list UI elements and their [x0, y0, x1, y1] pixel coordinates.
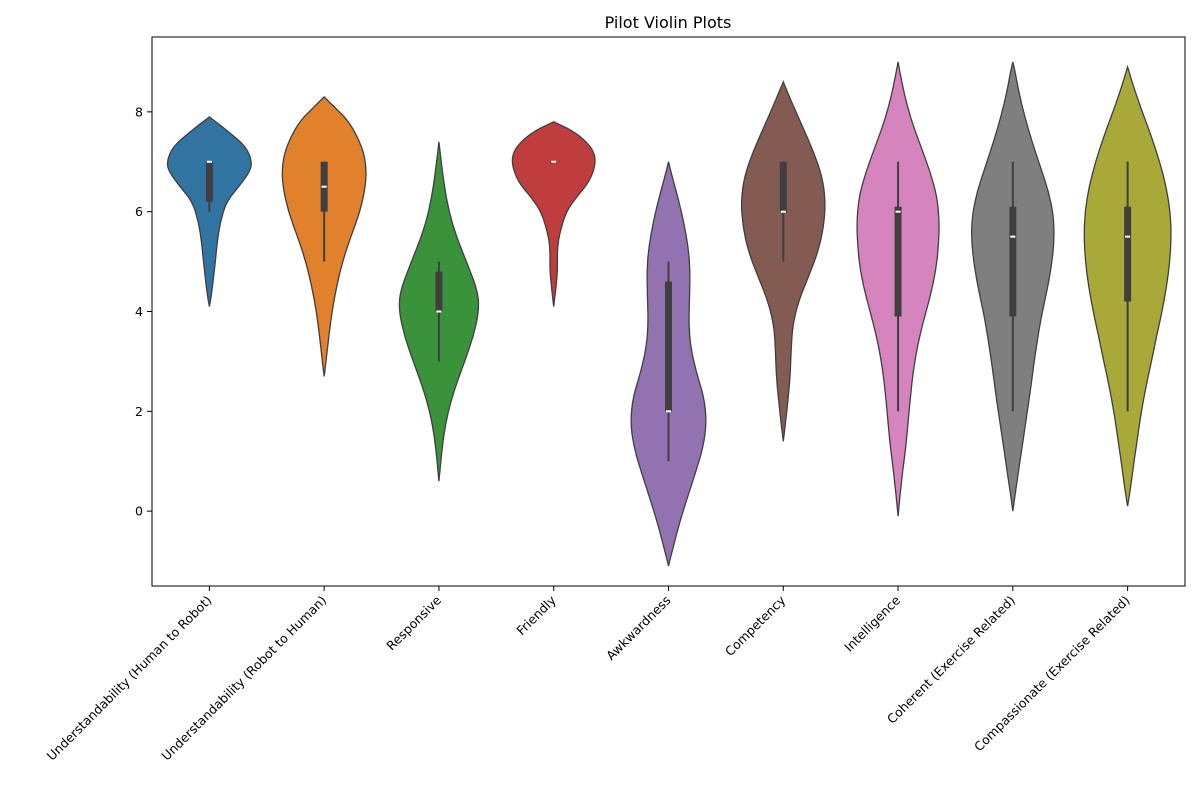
- violin-median-marker: [321, 185, 327, 188]
- violin-median-marker: [666, 410, 671, 413]
- violin-group: [630, 161, 707, 567]
- plot-frame: [151, 36, 1186, 587]
- y-tick-label: 4: [135, 304, 143, 319]
- violin-group: [398, 141, 480, 482]
- y-tick-label: 6: [135, 204, 143, 219]
- violin-median-marker: [1125, 235, 1131, 238]
- y-axis: 0 2 4 6 8: [135, 104, 152, 519]
- violin-body: [511, 121, 596, 307]
- violin-iqr-box: [894, 206, 902, 317]
- y-tick-label: 8: [135, 104, 143, 119]
- chart-title: Pilot Violin Plots: [605, 13, 732, 32]
- violin-median-marker: [780, 210, 786, 213]
- x-tick-label: Coherent (Exercise Related): [884, 593, 1018, 727]
- violin-median-marker: [436, 310, 442, 313]
- x-tick-label: Responsive: [383, 592, 444, 653]
- violin-iqr-box: [1124, 206, 1132, 302]
- violin-median-marker: [551, 160, 557, 163]
- y-tick-label: 0: [135, 504, 143, 519]
- violin-median-marker: [1010, 235, 1016, 238]
- violin-body: [740, 80, 826, 442]
- violin-group: [740, 80, 826, 442]
- violin-group: [281, 95, 367, 377]
- violin-group: [971, 61, 1055, 512]
- violin-group: [1083, 64, 1172, 507]
- x-tick-label: Friendly: [513, 592, 559, 638]
- violin-iqr-box: [665, 281, 672, 412]
- violin-group: [166, 116, 252, 307]
- x-tick-label: Awkwardness: [603, 593, 674, 664]
- violin-group: [856, 61, 940, 517]
- y-tick-label: 2: [135, 404, 143, 419]
- x-tick-label: Competency: [722, 592, 789, 659]
- violin-group: [511, 121, 596, 307]
- x-tick-label: Intelligence: [841, 592, 903, 654]
- violin-iqr-box: [205, 161, 213, 202]
- violin-iqr-box: [435, 271, 443, 312]
- violin-median-marker: [895, 210, 901, 213]
- violin-body: [166, 116, 252, 307]
- violin-iqr-box: [779, 161, 787, 212]
- violins-layer: [166, 61, 1172, 567]
- violin-median-marker: [206, 160, 212, 163]
- x-axis: Understandability (Human to Robot)Unders…: [44, 586, 1133, 763]
- violin-iqr-box: [1009, 206, 1017, 317]
